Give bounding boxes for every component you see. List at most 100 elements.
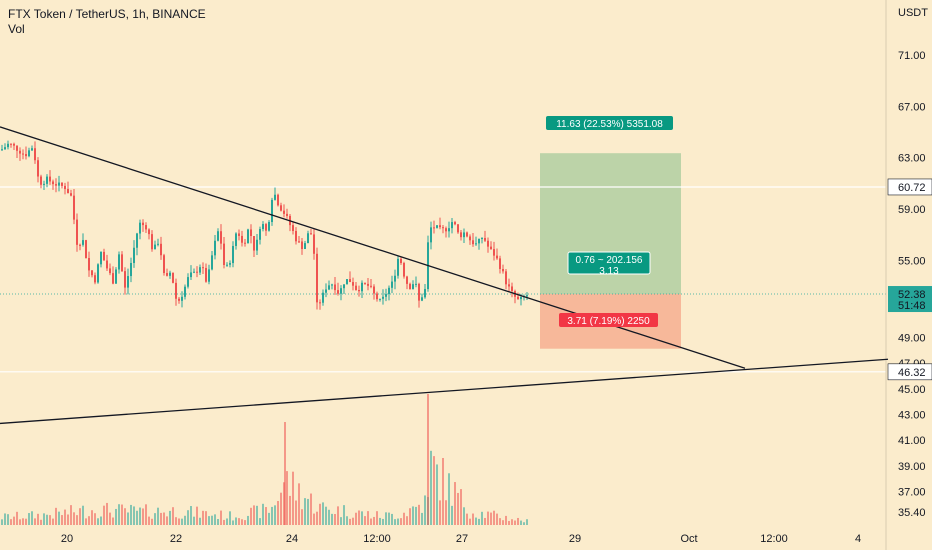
candle-body [271,199,273,223]
candle-body [337,290,339,294]
volume-bar [310,493,312,525]
candle-body [502,269,504,272]
volume-bar [4,513,6,525]
candle-body [160,243,162,256]
volume-bar [217,519,219,525]
candle-body [415,283,417,285]
volume-bar [220,510,222,525]
y-tick-label: 37.00 [898,486,926,498]
volume-bar [400,518,402,525]
candle-body [58,182,60,186]
level-tag-text: 60.72 [898,182,926,194]
volume-bar [355,512,357,525]
level-tag-bg [887,178,932,196]
currency-label[interactable]: USDT [898,7,928,19]
trendline[interactable] [0,358,889,425]
candle-body [508,284,510,287]
candle-body [409,283,411,290]
volume-bar [277,501,279,525]
candle-body [232,245,234,264]
volume-bar [76,515,78,525]
volume-bar [127,512,129,525]
symbol-title[interactable]: FTX Token / TetherUS, 1h, BINANCE [8,7,206,21]
candle-body [391,281,393,288]
volume-bar [526,519,528,525]
volume-bar [424,495,426,525]
volume-bar [85,518,87,525]
candle-body [274,194,276,200]
volume-bar [46,514,48,525]
trendline[interactable] [0,126,746,369]
volume-bar [190,506,192,525]
candle-body [343,284,345,289]
candle-body [520,297,522,300]
candle-body [412,284,414,290]
volume-bar [340,517,342,525]
countdown-text: 51:48 [898,300,926,312]
volume-bar [265,507,267,525]
candle-body [463,232,465,238]
volume-bar [94,513,96,525]
candle-body [421,297,423,301]
candle-body [1,149,3,151]
candle-body [298,241,300,243]
volume-bar [511,519,513,525]
candle-body [79,244,81,246]
candle-body [451,222,453,229]
volume-bar [103,505,105,525]
volume-bar [346,516,348,525]
candle-body [322,292,324,303]
candle-body [4,147,6,150]
volume-bar [106,502,108,525]
volume-bar [496,513,498,525]
candle-body [256,239,258,251]
candle-body [100,251,102,265]
candle-body [424,289,426,298]
candle-body [385,294,387,297]
candle-body [430,227,432,243]
volume-bar [100,516,102,525]
candle-body [109,268,111,274]
candle-body [418,283,420,301]
volume-bar [238,518,240,525]
volume-bar [433,456,435,525]
volume-bar [205,511,207,525]
volume-bar [73,512,75,525]
volume-bar [439,500,441,525]
candle-body [490,246,492,250]
candle-body [217,231,219,241]
y-tick-label: 63.00 [898,153,926,165]
volume-bar [109,512,111,525]
candle-body [22,153,24,155]
candle-body [16,145,18,151]
candle-body [94,275,96,283]
volume-bar [70,505,72,525]
volume-bar [214,514,216,525]
candle-body [277,194,279,206]
candle-body [223,243,225,265]
candle-body [493,249,495,256]
candle-body [352,282,354,286]
candle-body [304,243,306,250]
candle-body [457,224,459,233]
volume-bar [505,515,507,525]
volume-bar [436,464,438,525]
volume-indicator-label[interactable]: Vol [8,22,25,36]
candles [1,140,528,310]
volume-bar [259,518,261,525]
candle-body [184,286,186,297]
candle-body [211,255,213,270]
volume-bar [484,517,486,525]
candle-body [175,282,177,299]
volume-bar [175,517,177,525]
y-tick-label: 35.40 [898,507,926,519]
candle-body [454,222,456,225]
volume-bar [67,514,69,525]
volume-bar [406,516,408,525]
candle-body [163,255,165,274]
volume-bar [262,503,264,525]
volume-bar [331,513,333,525]
volume-bar [91,510,93,525]
trendlines[interactable] [0,126,889,425]
